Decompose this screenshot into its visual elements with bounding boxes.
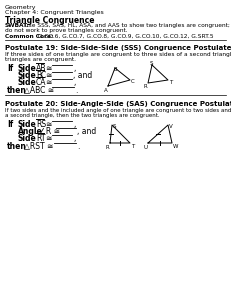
Text: AB: AB [36,64,46,73]
Text: ,: , [73,134,75,143]
Text: If: If [7,64,13,73]
Text: CA: CA [36,78,46,87]
Text: Side: Side [18,64,37,73]
Text: V: V [169,124,173,129]
Text: W: W [173,144,179,149]
Text: .: . [77,142,79,151]
Text: ,: , [73,120,75,129]
Text: a second triangle, then the two triangles are congruent.: a second triangle, then the two triangle… [5,113,160,118]
Text: ≅: ≅ [45,78,51,87]
Text: B: B [114,67,118,72]
Text: Side: Side [18,71,37,80]
Text: .: . [75,86,77,95]
Text: C: C [131,79,135,84]
Text: △ABC ≅: △ABC ≅ [24,86,54,95]
Text: Side: Side [18,120,37,129]
Text: △RST ≅: △RST ≅ [24,142,53,151]
Text: T: T [169,80,172,85]
Text: R: R [105,145,109,150]
Text: then: then [7,142,27,151]
Text: ,: , [73,78,75,87]
Text: Angle: Angle [18,127,43,136]
Text: use SSS, SAS, HL, ASA, and AAS to show two triangles are congruent; show why SSA: use SSS, SAS, HL, ASA, and AAS to show t… [23,23,231,28]
Text: Geometry: Geometry [5,5,36,10]
Text: RT: RT [36,134,46,143]
Text: If: If [7,120,13,129]
Text: , and: , and [77,127,96,136]
Text: If two sides and the included angle of one triangle are congruent to two sides a: If two sides and the included angle of o… [5,108,231,113]
Text: R: R [143,84,147,89]
Text: then: then [7,86,27,95]
Text: If three sides of one triangle are congruent to three sides of a second triangle: If three sides of one triangle are congr… [5,52,231,57]
Text: BC: BC [36,71,46,80]
Text: Side: Side [18,78,37,87]
Text: do not work to prove triangles congruent.: do not work to prove triangles congruent… [5,28,128,33]
Text: ∠R ≅: ∠R ≅ [39,127,60,136]
Text: Triangle Congruence: Triangle Congruence [5,16,94,25]
Text: ≅: ≅ [45,134,51,143]
Text: Chapter 4: Congruent Triangles: Chapter 4: Congruent Triangles [5,10,104,15]
Text: G.CO.6, G.CO.7, G.CO.8, G.CO.9, G.CO.10, G.CO.12, G.SRT.5: G.CO.6, G.CO.7, G.CO.8, G.CO.9, G.CO.10,… [36,34,214,39]
Text: Common Core:: Common Core: [5,34,53,39]
Text: S: S [150,61,154,66]
Text: SWBAT:: SWBAT: [5,23,30,28]
Text: ≅: ≅ [45,71,51,80]
Text: Postulate 19: Side-Side-Side (SSS) Congruence Postulate: Postulate 19: Side-Side-Side (SSS) Congr… [5,45,231,51]
Text: S: S [113,124,116,129]
Text: Postulate 20: Side-Angle-Side (SAS) Congruence Postulate: Postulate 20: Side-Angle-Side (SAS) Cong… [5,101,231,107]
Text: RS: RS [36,120,46,129]
Text: ,: , [73,64,75,73]
Text: triangles are congruent.: triangles are congruent. [5,57,76,62]
Text: A: A [104,88,108,93]
Text: T: T [131,144,134,149]
Text: , and: , and [73,71,92,80]
Text: Side: Side [18,134,37,143]
Text: ≅: ≅ [45,120,51,129]
Text: U: U [143,145,147,150]
Text: ≅: ≅ [45,64,51,73]
